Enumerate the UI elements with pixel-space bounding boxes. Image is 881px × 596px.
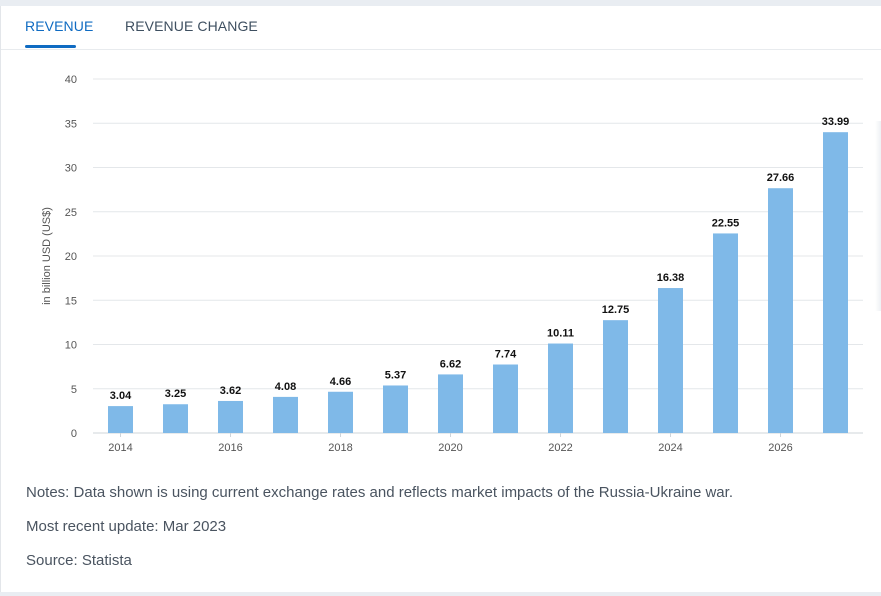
tab-bar: REVENUE REVENUE CHANGE — [1, 6, 881, 50]
bar — [273, 396, 298, 433]
y-tick-label: 40 — [65, 74, 77, 86]
x-tick-label: 2022 — [548, 442, 572, 454]
y-tick-label: 15 — [65, 295, 77, 307]
chart-card: REVENUE REVENUE CHANGE 0 5 10 15 20 25 30 35 40 i… — [0, 6, 881, 592]
y-tick-label: 30 — [65, 163, 77, 175]
x-tick-label: 2020 — [438, 442, 462, 454]
bar-value-label: 4.08 — [275, 381, 296, 393]
chart-svg: 0 5 10 15 20 25 30 35 40 in billion USD (US$) 3.04… — [41, 74, 863, 454]
bar — [658, 288, 683, 433]
y-tick-label: 10 — [65, 340, 77, 352]
bar — [768, 188, 793, 433]
x-tick-label: 2014 — [108, 442, 132, 454]
x-tick-label: 2024 — [658, 442, 682, 454]
source-text: Source: Statista — [26, 552, 132, 569]
y-tick-label: 25 — [65, 207, 77, 219]
bar — [218, 400, 243, 433]
bar-value-label: 6.62 — [440, 358, 461, 370]
bar — [328, 391, 353, 433]
bar-value-label: 5.37 — [385, 369, 406, 381]
tab-revenue[interactable]: REVENUE — [25, 18, 94, 34]
bar-value-label: 33.99 — [822, 116, 850, 128]
last-update: Most recent update: Mar 2023 — [26, 518, 227, 535]
bar-value-label: 4.66 — [330, 376, 351, 388]
y-tick-label: 20 — [65, 251, 77, 263]
y-tick-label: 5 — [71, 384, 77, 396]
bar-value-label: 16.38 — [657, 272, 685, 284]
bar-value-label: 3.04 — [110, 390, 132, 402]
tab-revenue-change[interactable]: REVENUE CHANGE — [125, 18, 258, 34]
bar-chart: 0 5 10 15 20 25 30 35 40 in billion USD (US$) 3.04… — [1, 6, 881, 471]
chart-notes: Notes: Data shown is using current excha… — [26, 484, 733, 501]
x-tick-label: 2026 — [768, 442, 792, 454]
bar — [823, 132, 848, 433]
bar — [548, 343, 573, 433]
y-tick-label: 35 — [65, 118, 77, 130]
bar — [713, 233, 738, 433]
y-axis-label: in billion USD (US$) — [41, 207, 53, 305]
bar-value-label: 12.75 — [602, 304, 630, 316]
x-tick-label: 2018 — [328, 442, 352, 454]
bar-value-label: 22.55 — [712, 217, 740, 229]
y-tick-label: 0 — [71, 428, 77, 440]
bar — [108, 406, 133, 433]
bar-value-label: 7.74 — [495, 349, 517, 361]
bar-value-label: 3.25 — [165, 388, 186, 400]
bar — [438, 374, 463, 433]
bar-value-label: 27.66 — [767, 172, 795, 184]
x-tick-label: 2016 — [218, 442, 242, 454]
bar — [603, 320, 628, 433]
bar-value-label: 3.62 — [220, 385, 241, 397]
bar-value-label: 10.11 — [547, 328, 574, 340]
scroll-shadow — [875, 121, 881, 311]
bar — [163, 404, 188, 433]
active-tab-indicator — [25, 45, 76, 48]
bar — [493, 364, 518, 433]
bar — [383, 385, 408, 433]
